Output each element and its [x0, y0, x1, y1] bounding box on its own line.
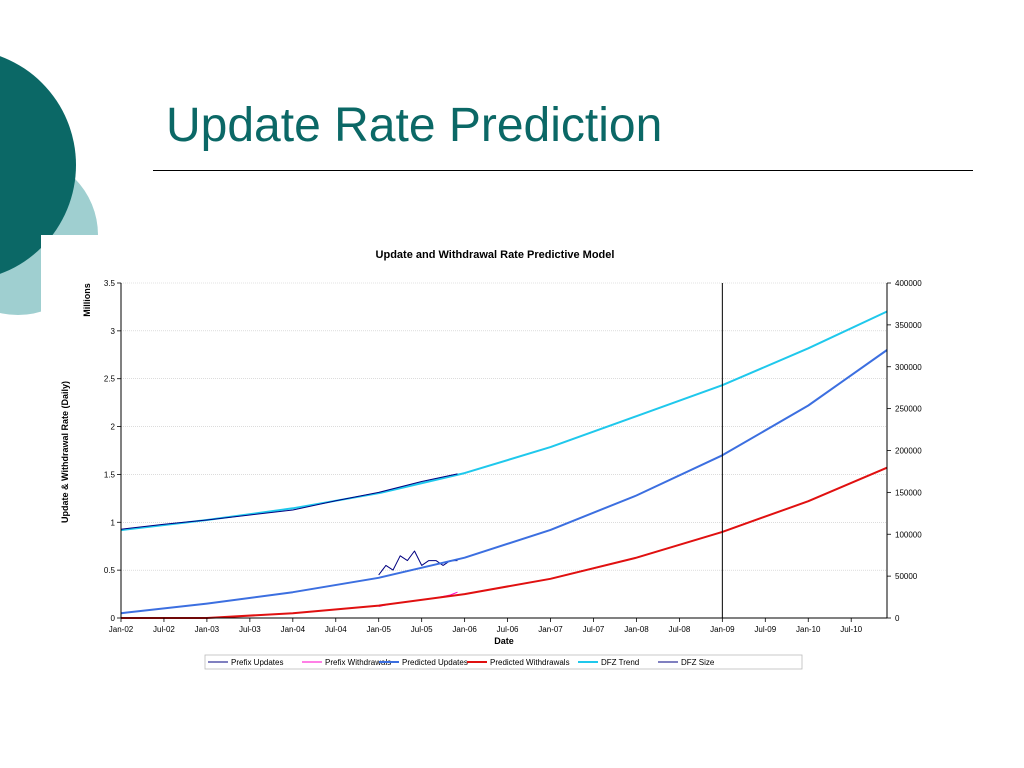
y-left-tick-label: 3.5: [104, 279, 116, 288]
x-tick-label: Jan-03: [195, 625, 220, 634]
x-tick-label: Jul-02: [153, 625, 175, 634]
axes: [117, 282, 891, 622]
x-tick-label: Jul-09: [754, 625, 776, 634]
series-line-dfz-size: [120, 473, 458, 530]
y-right-tick-label: 0: [895, 614, 900, 623]
y-right-tick-label: 350000: [895, 321, 922, 330]
slide-title: Update Rate Prediction: [166, 99, 663, 152]
y-left-tick-label: 0: [111, 614, 116, 623]
y-right-tick-label: 300000: [895, 363, 922, 372]
y-right-tick-label: 150000: [895, 488, 922, 497]
y-right-tick-label: 100000: [895, 530, 922, 539]
x-tick-label: Jan-10: [796, 625, 821, 634]
legend-label-dfz-size: DFZ Size: [681, 658, 715, 667]
x-tick-label: Jul-08: [668, 625, 690, 634]
x-tick-label: Jan-07: [538, 625, 563, 634]
series-line-prefix-updates: [378, 550, 458, 576]
y-right-tick-label: 200000: [895, 447, 922, 456]
x-tick-label: Jul-06: [497, 625, 519, 634]
x-tick-label: Jul-04: [325, 625, 347, 634]
x-tick-label: Jan-04: [281, 625, 306, 634]
x-tick-label: Jan-06: [452, 625, 477, 634]
legend-label-prefix-updates: Prefix Updates: [231, 658, 283, 667]
legend-label-predicted-updates: Predicted Updates: [402, 658, 468, 667]
y-right-tick-label: 250000: [895, 405, 922, 414]
series-line-predicted-withdrawals: [121, 466, 888, 619]
legend: Prefix Updates Prefix Withdrawals Predicte…: [208, 658, 715, 667]
y-left-tick-label: 1.5: [104, 470, 116, 479]
y-left-tick-label: 3: [111, 327, 116, 336]
legend-box: [204, 654, 803, 670]
title-divider: [153, 170, 973, 171]
series-lines: [120, 310, 888, 619]
y-left-tick-label: 0.5: [104, 566, 116, 575]
x-tick-label: Jan-08: [624, 625, 649, 634]
chart-background: [52, 238, 932, 678]
y-axis-label: Update & Withdrawal Rate (Daily): [60, 381, 70, 523]
decor-dark-circle: [0, 56, 76, 274]
y-left-tick-label: 2: [111, 423, 116, 432]
x-axis-label: Date: [494, 636, 514, 646]
x-tick-label: Jan-02: [109, 625, 134, 634]
x-tick-label: Jul-10: [840, 625, 862, 634]
y-left-tick-label: 1: [111, 518, 116, 527]
x-tick-label: Jul-07: [583, 625, 605, 634]
y-units-label: Millions: [82, 283, 92, 317]
x-tick-label: Jan-09: [710, 625, 735, 634]
series-line-predicted-updates: [120, 349, 888, 615]
legend-label-dfz-trend: DFZ Trend: [601, 658, 639, 667]
gridlines: [121, 282, 887, 571]
x-tick-label: Jul-05: [411, 625, 433, 634]
legend-label-prefix-withdrawals: Prefix Withdrawals: [325, 658, 391, 667]
chart-title: Update and Withdrawal Rate Predictive Mo…: [376, 249, 615, 261]
series-line-dfz-trend: [120, 310, 888, 532]
y-right-tick-label: 50000: [895, 572, 918, 581]
y-left-tick-label: 2.5: [104, 375, 116, 384]
legend-label-predicted-withdrawals: Predicted Withdrawals: [490, 658, 570, 667]
x-tick-label: Jan-05: [366, 625, 391, 634]
x-tick-label: Jul-03: [239, 625, 261, 634]
tick-labels: 0 0.5 1 1.5 2 2.5 3 3.5 0 50000 100000 150000 200000…: [104, 279, 922, 634]
y-right-tick-label: 400000: [895, 279, 922, 288]
